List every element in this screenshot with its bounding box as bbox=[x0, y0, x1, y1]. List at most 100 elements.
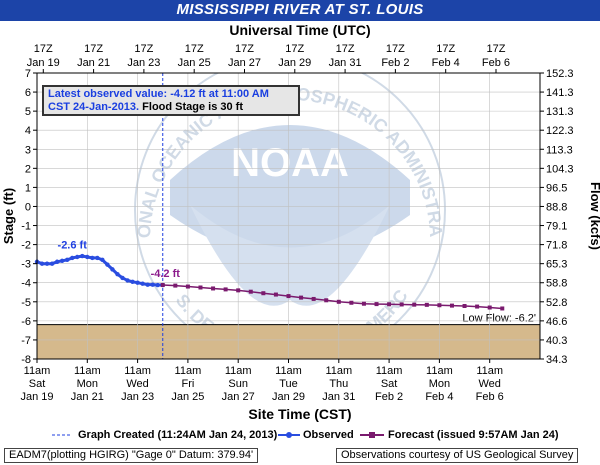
left-tick-label: -8 bbox=[21, 354, 31, 366]
noaa-watermark: NOAA NATIONAL OCEANIC AND ATMOSPHERIC AD… bbox=[37, 73, 446, 359]
right-tick-label: 58.8 bbox=[546, 278, 567, 290]
series-annotation: -2.6 ft bbox=[58, 239, 88, 251]
right-tick-label: 46.6 bbox=[546, 316, 567, 328]
right-tick-label: 52.8 bbox=[546, 297, 567, 309]
bottom-tick-label-line1: 11am bbox=[24, 365, 51, 377]
observed-point bbox=[70, 255, 75, 261]
forecast-point bbox=[173, 283, 178, 288]
bottom-tick-label-line3: Feb 2 bbox=[375, 391, 403, 403]
observed-point bbox=[125, 278, 130, 283]
top-tick-label-line1: 17Z bbox=[235, 43, 254, 55]
bottom-tick-label-line2: Sat bbox=[29, 378, 46, 390]
left-tick-label: -6 bbox=[21, 316, 31, 328]
bottom-tick-label-line1: 11am bbox=[325, 365, 352, 377]
right-tick-label: 79.1 bbox=[546, 221, 567, 233]
right-tick-label: 113.3 bbox=[546, 144, 573, 156]
bottom-tick-label-line2: Sun bbox=[228, 378, 248, 390]
forecast-point bbox=[412, 302, 417, 307]
legend: Graph Created (11:24AM Jan 24, 2013) Obs… bbox=[0, 427, 600, 443]
flood-stage-text: Flood Stage is 30 ft bbox=[139, 101, 244, 113]
tick-labels: 7 152.3 6 141.3 5 131.3 4 122.3 3 113.3 2 104.3 1 96.… bbox=[20, 43, 573, 403]
observed-point bbox=[105, 262, 110, 267]
observed-point bbox=[59, 258, 65, 264]
bottom-tick-label-line2: Fri bbox=[181, 378, 194, 390]
observed-point bbox=[39, 261, 45, 266]
top-tick-label-line1: 17Z bbox=[436, 43, 455, 55]
series-annotation: -4.2 ft bbox=[151, 268, 181, 280]
legend-observed-marker bbox=[286, 432, 292, 438]
bottom-tick-label-line1: 11am bbox=[426, 365, 453, 377]
top-tick-label-line2: Jan 21 bbox=[77, 57, 110, 69]
forecast-point bbox=[286, 294, 291, 299]
right-tick-label: 88.8 bbox=[546, 201, 567, 213]
forecast-point bbox=[273, 292, 278, 297]
right-tick-label: 122.3 bbox=[546, 125, 574, 137]
left-tick-label: -1 bbox=[21, 221, 31, 233]
forecast-point bbox=[185, 284, 190, 289]
top-tick-label-line2: Feb 6 bbox=[482, 57, 510, 69]
observed-point bbox=[49, 261, 55, 266]
left-tick-label: -2 bbox=[21, 240, 31, 252]
top-tick-label-line2: Jan 23 bbox=[127, 57, 160, 69]
left-tick-label: 4 bbox=[25, 125, 31, 137]
top-tick-label-line2: Jan 29 bbox=[278, 57, 311, 69]
right-tick-label: 131.3 bbox=[546, 106, 574, 118]
right-tick-label: 96.5 bbox=[546, 182, 567, 194]
left-axis-label: Stage (ft) bbox=[1, 188, 16, 244]
left-tick-label: -4 bbox=[21, 278, 31, 290]
noaa-watermark-center: NOAA bbox=[231, 141, 349, 185]
top-tick-label-line1: 17Z bbox=[185, 43, 204, 55]
observed-point bbox=[135, 280, 140, 285]
bottom-tick-label-line3: Jan 29 bbox=[272, 391, 305, 403]
bottom-tick-label-line2: Wed bbox=[478, 378, 500, 390]
bottom-tick-label-line1: 11am bbox=[74, 365, 101, 377]
forecast-point bbox=[236, 288, 241, 293]
forecast-point bbox=[223, 287, 228, 292]
forecast-point bbox=[261, 291, 266, 296]
observed-point bbox=[44, 261, 50, 266]
observed-point bbox=[54, 259, 60, 264]
bottom-tick-label-line3: Feb 6 bbox=[476, 391, 504, 403]
top-tick-label-line1: 17Z bbox=[34, 43, 53, 55]
left-tick-label: -5 bbox=[21, 297, 31, 309]
bottom-tick-label-line1: 11am bbox=[124, 365, 151, 377]
left-tick-label: -3 bbox=[21, 259, 31, 271]
plot-frame bbox=[36, 72, 541, 360]
bottom-tick-label-line3: Jan 19 bbox=[20, 391, 53, 403]
legend-forecast: Forecast (issued 9:57AM Jan 24) bbox=[388, 429, 559, 441]
top-tick-label-line2: Feb 4 bbox=[432, 57, 460, 69]
bottom-tick-label-line2: Thu bbox=[329, 378, 348, 390]
right-tick-label: 71.8 bbox=[546, 240, 567, 252]
top-tick-label-line1: 17Z bbox=[386, 43, 405, 55]
forecast-point bbox=[374, 302, 379, 307]
bottom-tick-label-line3: Jan 31 bbox=[322, 391, 355, 403]
observed-point bbox=[115, 271, 120, 277]
forecast-point bbox=[424, 302, 429, 307]
forecast-point bbox=[160, 283, 165, 288]
forecast-point bbox=[198, 285, 203, 290]
left-tick-label: 6 bbox=[25, 87, 31, 99]
right-tick-label: 40.3 bbox=[546, 335, 567, 347]
forecast-point bbox=[211, 286, 216, 291]
top-tick-label-line1: 17Z bbox=[134, 43, 153, 55]
left-tick-label: 2 bbox=[25, 163, 31, 175]
bottom-tick-label-line1: 11am bbox=[175, 365, 202, 377]
forecast-point bbox=[399, 302, 404, 307]
forecast-point bbox=[349, 300, 354, 305]
bottom-tick-label-line3: Jan 27 bbox=[222, 391, 255, 403]
observed-point bbox=[155, 282, 160, 288]
bottom-tick-label-line3: Feb 4 bbox=[425, 391, 453, 403]
right-tick-label: 65.3 bbox=[546, 259, 567, 271]
observed-point bbox=[95, 255, 100, 261]
bottom-tick-label-line3: Jan 25 bbox=[171, 391, 204, 403]
bottom-tick-label-line1: 11am bbox=[225, 365, 252, 377]
observed-point bbox=[130, 279, 135, 284]
forecast-point bbox=[449, 303, 454, 308]
latest-observed-box: Latest observed value: -4.12 ft at 11:00… bbox=[42, 85, 300, 116]
observed-point bbox=[145, 282, 150, 287]
left-tick-label: 0 bbox=[25, 201, 31, 213]
bottom-axis-title: Site Time (CST) bbox=[248, 406, 352, 422]
title-bar bbox=[0, 0, 600, 21]
left-tick-label: 5 bbox=[25, 106, 31, 118]
